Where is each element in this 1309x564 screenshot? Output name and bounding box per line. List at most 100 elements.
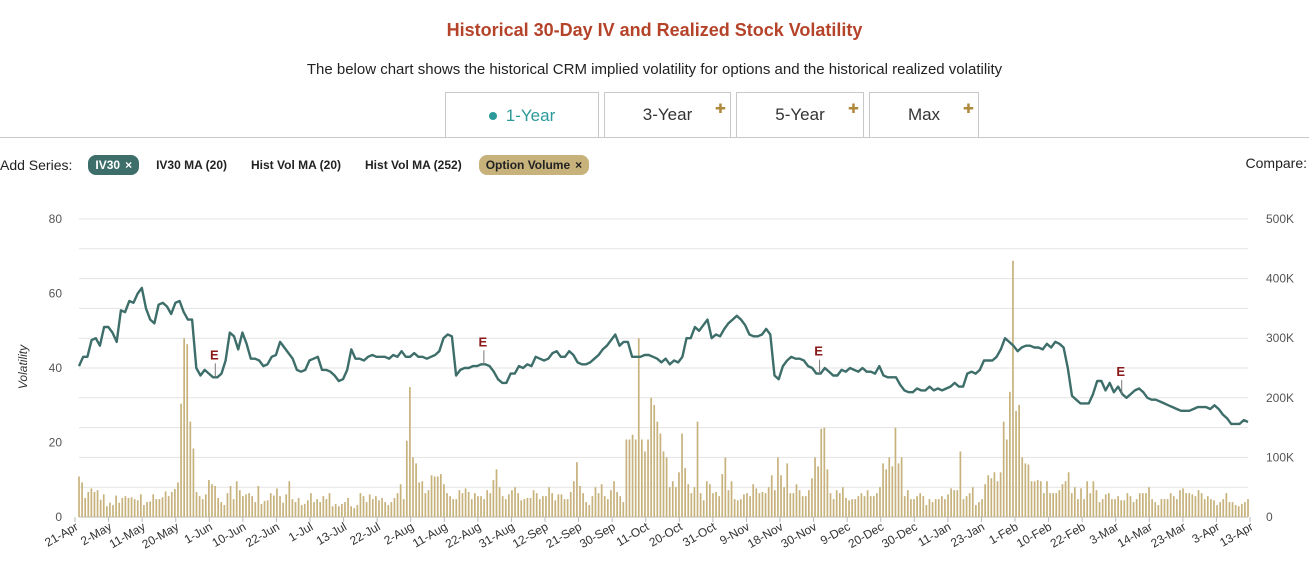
volume-bar: [504, 499, 507, 517]
volume-bar: [1154, 502, 1157, 517]
volume-bar: [1083, 499, 1085, 517]
volume-bar: [773, 490, 776, 517]
volume-bar: [310, 493, 312, 517]
volume-bar: [1228, 502, 1231, 517]
volume-bar: [430, 475, 433, 517]
volume-bar: [1219, 502, 1222, 517]
volume-bar: [579, 486, 581, 517]
volume-bar: [944, 499, 946, 517]
volume-bar: [572, 481, 575, 517]
volume-bar: [492, 480, 495, 517]
volume-bar: [730, 481, 733, 517]
tab-1-year[interactable]: 1-Year: [445, 92, 599, 138]
volume-bar: [631, 434, 634, 517]
iv30-series-line: [77, 286, 1249, 426]
volume-bar: [910, 499, 912, 517]
series-pill-iv30[interactable]: IV30 ×: [88, 155, 140, 175]
volume-bars: [78, 260, 1249, 517]
volume-bar: [641, 439, 643, 517]
x-tick-label: 20-May: [140, 519, 182, 551]
volume-bar: [659, 433, 662, 517]
x-tick-label: 14-Mar: [1115, 519, 1155, 550]
volume-bar: [474, 493, 476, 517]
volume-bar: [337, 506, 340, 517]
volume-bar: [313, 502, 315, 517]
tab-3-year[interactable]: 3-Year ✚: [604, 92, 731, 137]
volume-bar: [545, 496, 547, 517]
volume-bar: [687, 484, 690, 517]
volume-bar: [136, 500, 139, 517]
volume-bar: [699, 493, 702, 517]
volume-bar: [319, 502, 322, 517]
tab-5-year[interactable]: 5-Year ✚: [736, 92, 864, 137]
volume-bar: [405, 440, 408, 517]
volume-bar: [705, 481, 708, 517]
volume-bar: [1018, 404, 1020, 517]
volume-bar: [826, 469, 829, 517]
volume-bar: [551, 493, 554, 517]
volume-bar: [186, 344, 189, 517]
volume-bar: [851, 499, 853, 517]
volume-bar: [1188, 493, 1191, 517]
volume-bar: [415, 463, 417, 517]
volume-bar: [495, 469, 498, 517]
chart-title: Historical 30-Day IV and Realized Stock …: [446, 20, 863, 40]
volume-bar: [220, 502, 223, 517]
series-pill-hist-vol-ma20[interactable]: Hist Vol MA (20): [251, 158, 342, 172]
volume-bar: [662, 451, 665, 517]
volume-bar: [443, 484, 445, 517]
volume-bar: [285, 494, 288, 517]
series-pill-hist-vol-ma252[interactable]: Hist Vol MA (252): [365, 158, 462, 172]
volume-bar: [959, 451, 962, 517]
volume-bar: [105, 506, 108, 517]
volume-bar: [152, 494, 155, 517]
volume-bar: [665, 457, 668, 517]
close-icon[interactable]: ×: [125, 158, 133, 172]
volume-bar: [174, 488, 176, 517]
volume-bar: [1024, 463, 1027, 517]
volume-bar: [857, 496, 860, 517]
tab-max[interactable]: Max ✚: [869, 92, 979, 137]
volume-bar: [610, 490, 612, 517]
volume-bar: [1052, 493, 1055, 517]
volume-bar: [1123, 500, 1126, 517]
volume-bar: [1080, 488, 1082, 517]
volume-bar: [375, 496, 377, 517]
volume-bar: [1049, 493, 1051, 517]
volume-bar: [845, 497, 847, 517]
volume-bar: [848, 500, 850, 517]
volume-bar: [368, 494, 371, 517]
series-pill-iv30-ma20[interactable]: IV30 MA (20): [156, 158, 227, 172]
volume-bar: [242, 496, 244, 517]
volume-bar: [965, 496, 968, 517]
volume-bar: [297, 497, 300, 517]
volume-bar: [532, 490, 535, 517]
volume-bar: [272, 495, 275, 517]
x-tick-label: 22-Jun: [243, 519, 282, 549]
volume-bar: [1210, 499, 1212, 517]
volume-bar: [789, 493, 792, 517]
volume-bar: [576, 462, 578, 517]
volume-bar: [962, 499, 965, 517]
volume-bar: [885, 469, 888, 517]
volume-bar: [279, 496, 281, 517]
plus-icon: ✚: [715, 101, 726, 116]
volume-bar: [975, 505, 977, 517]
close-icon[interactable]: ×: [575, 158, 583, 172]
volume-bar: [180, 403, 182, 517]
volume-bar: [1086, 481, 1089, 517]
y-tick-label: 60: [49, 287, 63, 301]
volume-bar: [814, 457, 816, 517]
volume-bar: [863, 496, 866, 517]
x-tick-label: 30-Dec: [879, 519, 920, 550]
volume-bar: [1163, 499, 1166, 517]
plus-icon: ✚: [848, 101, 859, 116]
compare-label[interactable]: Compare:: [1245, 155, 1307, 171]
series-pill-option-volume[interactable]: Option Volume ×: [478, 155, 590, 175]
volume-bar: [922, 496, 925, 517]
volume-bar: [1101, 499, 1104, 517]
volume-bar: [523, 499, 526, 517]
volume-bar: [1005, 439, 1008, 517]
volume-bar: [987, 475, 990, 517]
volume-bar: [625, 439, 628, 517]
